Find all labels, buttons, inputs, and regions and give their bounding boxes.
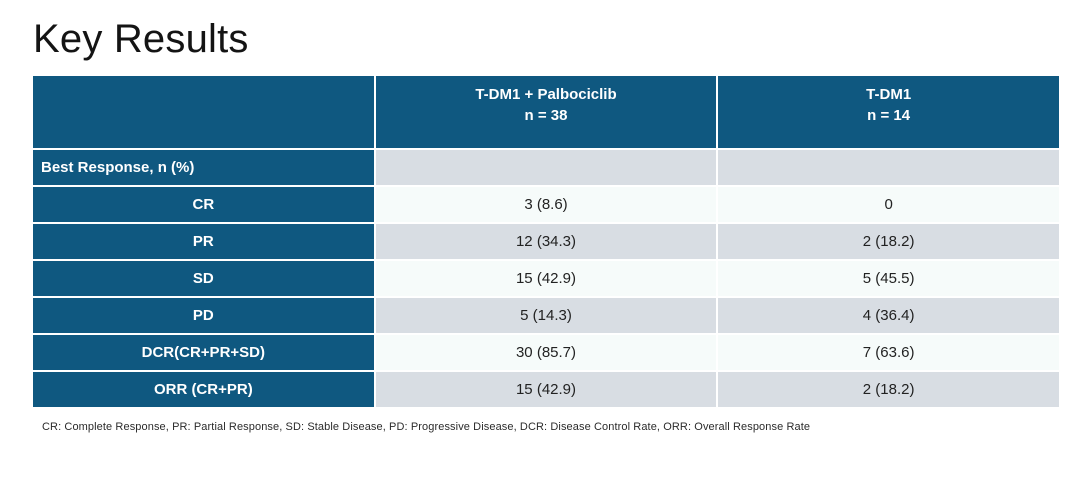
table-header-tdm1: T-DM1 n = 14 bbox=[718, 76, 1059, 148]
table-cell bbox=[375, 150, 717, 185]
table-cell: 2 (18.2) bbox=[718, 372, 1059, 407]
table-cell: 4 (36.4) bbox=[718, 298, 1059, 333]
column-header-label: T-DM1 bbox=[866, 86, 912, 103]
table-cell: 15 (42.9) bbox=[375, 372, 717, 407]
table-header-tdm1-palbociclib: T-DM1 + Palbociclib n = 38 bbox=[375, 76, 717, 148]
row-label-pr: PR bbox=[33, 224, 374, 259]
table-cell: 7 (63.6) bbox=[718, 335, 1059, 370]
table-cell: 3 (8.6) bbox=[375, 187, 717, 222]
page-title: Key Results bbox=[33, 17, 249, 61]
column-header-sublabel: n = 14 bbox=[867, 107, 911, 124]
column-header-sublabel: n = 38 bbox=[524, 107, 568, 124]
abbreviations-footnote: CR: Complete Response, PR: Partial Respo… bbox=[42, 421, 811, 433]
row-label-cr: CR bbox=[33, 187, 374, 222]
table-cell: 2 (18.2) bbox=[718, 224, 1059, 259]
table-cell: 15 (42.9) bbox=[375, 261, 717, 296]
row-label-pd: PD bbox=[33, 298, 374, 333]
table-cell: 12 (34.3) bbox=[375, 224, 717, 259]
row-label-sd: SD bbox=[33, 261, 374, 296]
column-header-label: T-DM1 + Palbociclib bbox=[475, 86, 617, 103]
table-header-empty bbox=[33, 76, 374, 148]
row-label-orr: ORR (CR+PR) bbox=[33, 372, 374, 407]
table-cell: 30 (85.7) bbox=[375, 335, 717, 370]
results-table: T-DM1 + Palbociclib n = 38 T-DM1 n = 14 … bbox=[33, 76, 1059, 407]
table-cell: 0 bbox=[718, 187, 1059, 222]
table-cell: 5 (14.3) bbox=[375, 298, 717, 333]
row-label-dcr: DCR(CR+PR+SD) bbox=[33, 335, 374, 370]
table-cell: 5 (45.5) bbox=[718, 261, 1059, 296]
table-cell bbox=[718, 150, 1059, 185]
row-label-best-response: Best Response, n (%) bbox=[33, 150, 374, 185]
